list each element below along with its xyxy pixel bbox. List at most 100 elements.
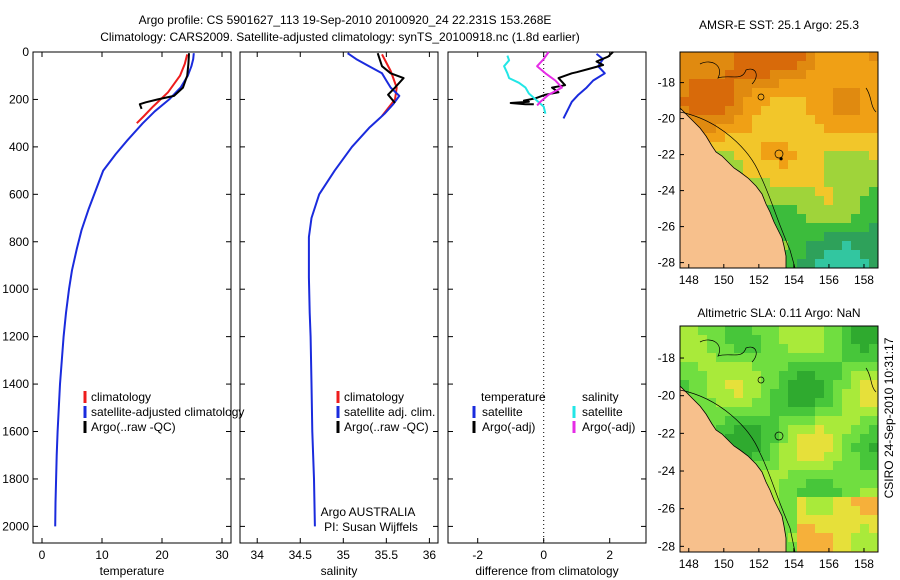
- shelf-contour: [680, 111, 796, 268]
- salinity-legend: climatology satellite adj. clim. Argo(..…: [321, 390, 436, 534]
- legend-satellite-label: satellite adj. clim.: [344, 405, 435, 419]
- reef-contour-east: [865, 87, 877, 113]
- map-x-tick-label: 156: [819, 273, 839, 287]
- credit-line1: Argo AUSTRALIA: [321, 505, 416, 519]
- legend-temp-argo-label: Argo(-adj): [482, 420, 535, 434]
- y-tick-label: 800: [9, 235, 29, 249]
- series-line-argo: [138, 53, 190, 110]
- reef-contour-circle: [757, 376, 765, 384]
- series-line-satellite: [54, 53, 195, 527]
- x-tick-label: 30: [215, 548, 229, 562]
- sst-map-title: AMSR-E SST: 25.1 Argo: 25.3: [699, 18, 859, 32]
- map-y-tick-label: -28: [658, 539, 676, 553]
- sla-map-frame: [679, 325, 879, 553]
- x-tick-label: 20: [155, 548, 169, 562]
- argo-float-marker: [779, 157, 783, 161]
- map-x-tick-label: 154: [784, 273, 804, 287]
- map-y-tick-label: -22: [658, 426, 676, 440]
- legend-satellite-label: satellite-adjusted climatology: [91, 405, 244, 419]
- y-tick-label: 1000: [2, 282, 29, 296]
- map-x-tick-label: 148: [679, 273, 699, 287]
- x-tick-label: 0: [540, 548, 547, 562]
- x-tick-label: 10: [95, 548, 109, 562]
- y-tick-label: 400: [9, 140, 29, 154]
- series-line-temp-satellite: [562, 53, 606, 119]
- map-x-tick-label: 154: [784, 557, 804, 571]
- temperature-legend: climatology satellite-adjusted climatolo…: [83, 390, 244, 434]
- legend-temp-satellite-label: satellite: [482, 405, 523, 419]
- figure-title-line1: Argo profile: CS 5901627_113 19-Sep-2010…: [139, 13, 552, 27]
- temperature-plot: 0 10 20 30 temperature 0 200 400 600 800 1000 1200 1…: [2, 45, 231, 578]
- map-y-tick-label: -18: [658, 76, 676, 90]
- map-y-tick-label: -18: [658, 351, 676, 365]
- legend-sal-argo-label: Argo(-adj): [582, 420, 635, 434]
- difference-legend: temperature salinity satellite Argo(-adj…: [472, 390, 635, 434]
- series-line-sal-argo: [536, 51, 563, 107]
- map-x-tick-label: 158: [854, 557, 874, 571]
- x-axis-label: temperature: [100, 564, 165, 578]
- australia-coast-land: [680, 385, 787, 552]
- x-axis-label: salinity: [321, 564, 358, 578]
- credit-line2: PI: Susan Wijffels: [324, 520, 418, 534]
- map-y-tick-label: -20: [658, 389, 676, 403]
- difference-plot: -2 0 2 difference from climatology: [448, 51, 646, 578]
- x-tick-label: 34: [251, 548, 265, 562]
- x-tick-label: 0: [39, 548, 46, 562]
- legend-header-salinity: salinity: [582, 390, 619, 404]
- reef-contour-north: [699, 339, 757, 363]
- series-line-satellite: [307, 52, 401, 527]
- legend-argo-label: Argo(..raw -QC): [344, 420, 429, 434]
- map-x-tick-label: 152: [749, 273, 769, 287]
- map-y-tick-label: -24: [658, 464, 676, 478]
- figure-title-line2: Climatology: CARS2009. Satellite-adjuste…: [100, 30, 580, 44]
- x-tick-label: -2: [472, 548, 483, 562]
- difference-panel: [447, 51, 647, 544]
- y-tick-label: 200: [9, 92, 29, 106]
- y-tick-label: 1200: [2, 330, 29, 344]
- salinity-panel: [239, 51, 439, 544]
- x-tick-label: 35.5: [375, 548, 399, 562]
- series-line-climatology: [136, 54, 189, 124]
- legend-sal-satellite-label: satellite: [582, 405, 623, 419]
- map-y-tick-label: -28: [658, 256, 676, 270]
- temperature-panel: [32, 51, 232, 544]
- shelf-contour: [680, 389, 796, 552]
- y-tick-label: 1800: [2, 472, 29, 486]
- x-tick-label: 36: [423, 548, 437, 562]
- sla-map: [680, 326, 878, 552]
- sst-map-frame: [679, 51, 879, 269]
- series-line-temp-argo: [509, 51, 614, 106]
- y-tick-label: 2000: [2, 519, 29, 533]
- y-tick-label: 1600: [2, 425, 29, 439]
- reef-contour-east: [865, 367, 877, 393]
- legend-header-temperature: temperature: [481, 390, 546, 404]
- map-y-tick-label: -20: [658, 112, 676, 126]
- map-x-tick-label: 150: [714, 557, 734, 571]
- australia-coast-land: [680, 107, 787, 268]
- y-tick-label: 1400: [2, 377, 29, 391]
- map-y-tick-label: -26: [658, 220, 676, 234]
- reef-contour-circle: [774, 149, 784, 159]
- map-x-tick-label: 150: [714, 273, 734, 287]
- map-x-tick-label: 158: [854, 273, 874, 287]
- series-line-climatology: [381, 53, 398, 117]
- x-tick-label: 34.5: [289, 548, 313, 562]
- legend-climatology-label: climatology: [344, 390, 404, 404]
- series-line-sal-satellite: [503, 55, 547, 114]
- sst-map-axes: 148 150 152 154 156 158 -18 -20 -22 -24 -26 -28: [658, 76, 875, 287]
- y-tick-label: 0: [22, 45, 29, 59]
- sla-map-axes: 148 150 152 154 156 158 -18 -20 -22 -24 -26 -28: [658, 351, 875, 571]
- reef-contour-circle: [774, 431, 784, 441]
- x-tick-label: 2: [606, 548, 613, 562]
- legend-argo-label: Argo(..raw -QC): [91, 420, 176, 434]
- legend-climatology-label: climatology: [91, 390, 151, 404]
- salinity-plot: 34 34.5 35 35.5 36 salinity: [240, 51, 438, 578]
- x-axis-label: difference from climatology: [475, 564, 618, 578]
- map-y-tick-label: -26: [658, 502, 676, 516]
- sla-map-title: Altimetric SLA: 0.11 Argo: NaN: [697, 306, 860, 320]
- y-tick-label: 600: [9, 187, 29, 201]
- map-x-tick-label: 156: [819, 557, 839, 571]
- map-y-tick-label: -22: [658, 148, 676, 162]
- timestamp-side-label: CSIRO 24-Sep-2010 10:31:17: [882, 337, 896, 498]
